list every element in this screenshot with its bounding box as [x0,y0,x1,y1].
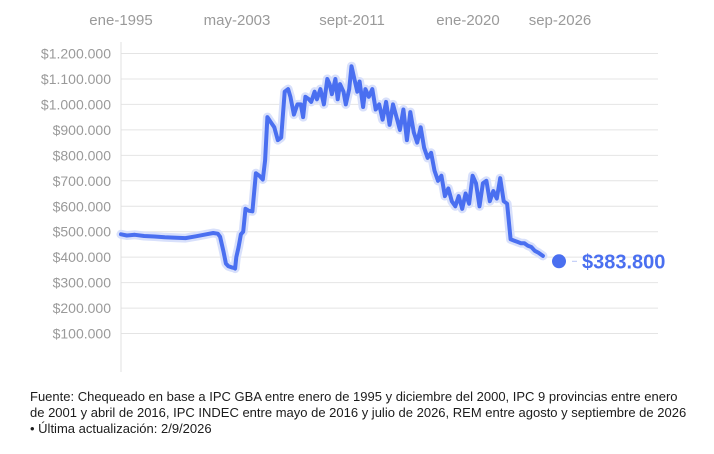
end-value-label: $383.800 [582,251,665,273]
series-line [119,64,545,271]
end-point-marker [552,254,566,269]
y-tick-label: $900.000 [53,122,112,138]
y-tick-label: $100.000 [53,326,112,342]
x-tick-label: ene-2020 [436,12,499,29]
source-note: Fuente: Chequeado en base a IPC GBA entr… [30,389,687,436]
x-tick-label: ene-1995 [89,12,152,29]
y-tick-label: $700.000 [53,173,112,189]
x-tick-label: sep-2026 [529,12,592,29]
y-tick-label: $1.000.000 [41,96,111,112]
series-layer [116,61,548,274]
gridlines [121,53,658,335]
x-axis-tick-labels: ene-1995 may-2003 sept-2011 ene-2020 sep-202… [89,12,591,29]
y-tick-label: $1.200.000 [41,46,111,62]
chart: $100.000 $200.000 $300.000 $400.000 $500.000… [41,12,665,372]
y-tick-label: $400.000 [53,249,112,265]
x-tick-label: may-2003 [204,12,271,29]
y-axis-tick-labels: $100.000 $200.000 $300.000 $400.000 $500.000… [41,46,111,342]
y-tick-label: $600.000 [53,198,112,214]
y-tick-label: $500.000 [53,224,112,240]
y-tick-label: $200.000 [53,300,112,316]
y-tick-label: $1.100.000 [41,71,111,87]
x-tick-label: sept-2011 [319,12,385,29]
y-tick-label: $300.000 [53,275,112,291]
end-marker-group: $383.800 [552,251,665,273]
y-tick-label: $800.000 [53,147,112,163]
